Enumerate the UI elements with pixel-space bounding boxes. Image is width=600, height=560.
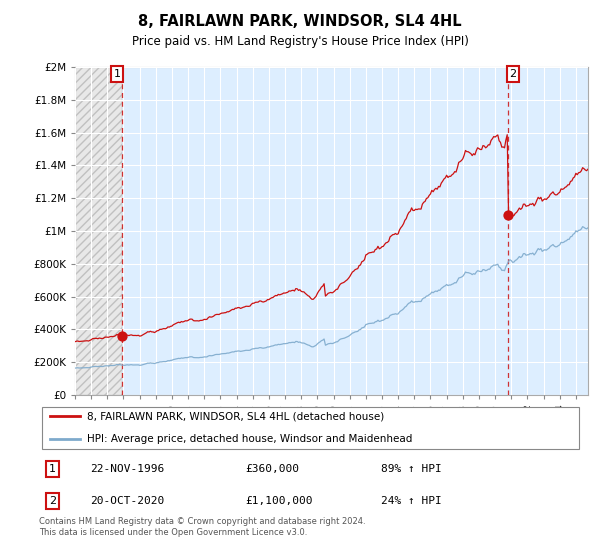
Text: 8, FAIRLAWN PARK, WINDSOR, SL4 4HL (detached house): 8, FAIRLAWN PARK, WINDSOR, SL4 4HL (deta… [87, 412, 384, 421]
Bar [75, 67, 122, 395]
Point [503, 210, 512, 219]
Text: 8, FAIRLAWN PARK, WINDSOR, SL4 4HL: 8, FAIRLAWN PARK, WINDSOR, SL4 4HL [138, 14, 462, 29]
Text: 1: 1 [49, 464, 56, 474]
Text: 2: 2 [509, 69, 517, 79]
Text: 22-NOV-1996: 22-NOV-1996 [91, 464, 165, 474]
Text: Price paid vs. HM Land Registry's House Price Index (HPI): Price paid vs. HM Land Registry's House … [131, 35, 469, 48]
Text: 20-OCT-2020: 20-OCT-2020 [91, 496, 165, 506]
Text: 89% ↑ HPI: 89% ↑ HPI [381, 464, 442, 474]
Text: Contains HM Land Registry data © Crown copyright and database right 2024.
This d: Contains HM Land Registry data © Crown c… [39, 517, 365, 537]
Point [118, 332, 127, 340]
Text: 1: 1 [113, 69, 121, 79]
Text: 2: 2 [49, 496, 56, 506]
Text: £360,000: £360,000 [245, 464, 299, 474]
FancyBboxPatch shape [42, 407, 579, 449]
Text: £1,100,000: £1,100,000 [245, 496, 313, 506]
Text: HPI: Average price, detached house, Windsor and Maidenhead: HPI: Average price, detached house, Wind… [87, 435, 412, 444]
Text: 24% ↑ HPI: 24% ↑ HPI [381, 496, 442, 506]
